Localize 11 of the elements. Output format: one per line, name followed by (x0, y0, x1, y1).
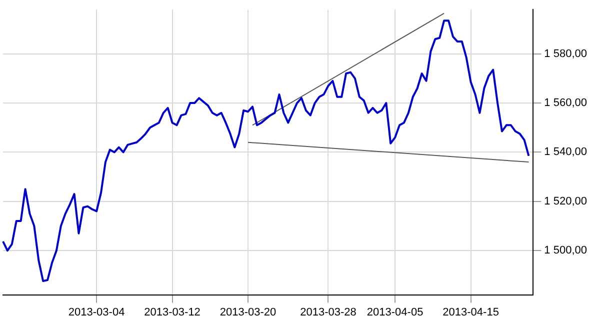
x-tick-label: 2013-03-20 (220, 306, 276, 318)
y-tick-label: 1 520,00 (544, 195, 588, 208)
x-tick-label: 2013-04-05 (366, 306, 424, 318)
y-tick-label: 1 540,00 (544, 146, 588, 158)
y-tick-label: 1 580,00 (544, 48, 588, 60)
x-tick-label: 2013-03-04 (68, 306, 125, 318)
y-tick-label: 1 560,00 (544, 97, 588, 110)
y-tick-label: 1 500,00 (544, 244, 588, 257)
x-tick-label: 2013-03-28 (300, 306, 356, 318)
x-tick-label: 2013-04-15 (442, 306, 499, 318)
x-tick-label: 2013-03-12 (144, 306, 200, 318)
